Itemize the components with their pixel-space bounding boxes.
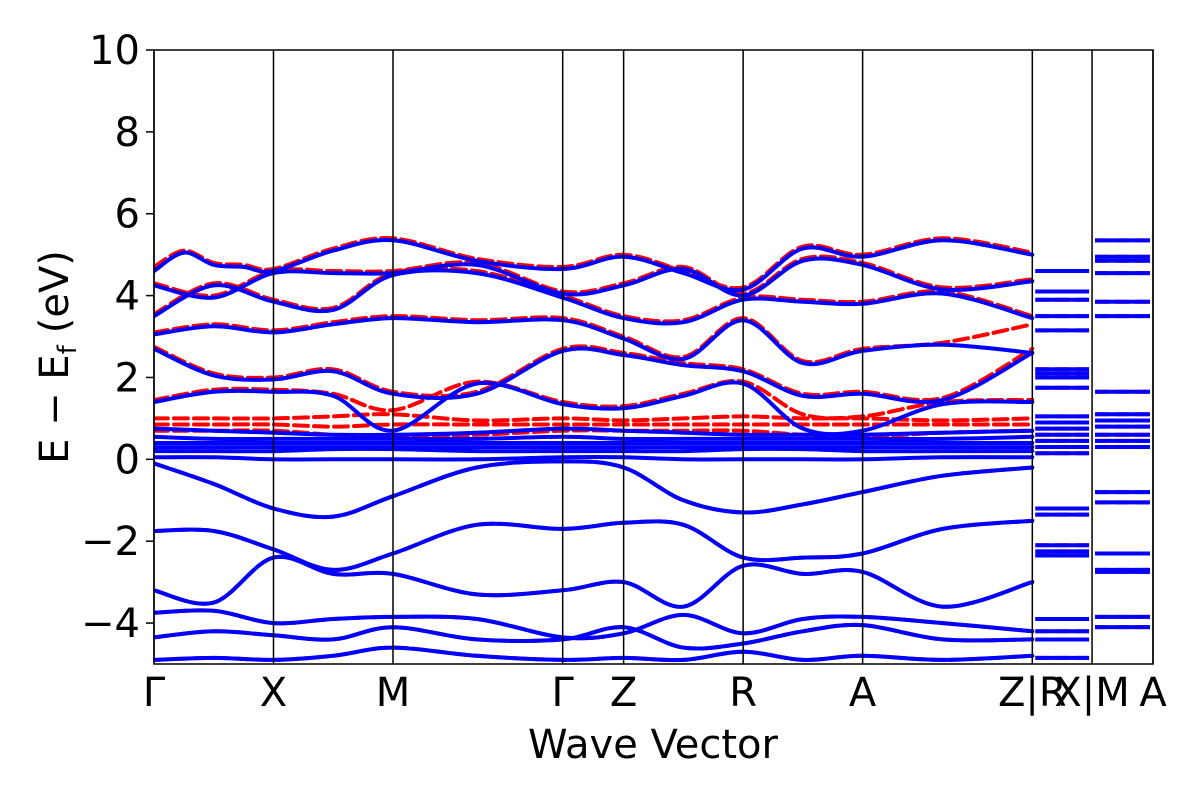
x-axis-ticks: Γ X M Γ Z R A Z|RX|M A bbox=[143, 670, 1167, 716]
x-tick-label: Γ bbox=[143, 670, 166, 716]
x-tick-label: Γ bbox=[552, 670, 575, 716]
y-tick-label: 0 bbox=[115, 437, 140, 483]
x-tick-label: Z|R bbox=[998, 670, 1067, 716]
y-tick-label: 2 bbox=[115, 355, 140, 401]
band-line bbox=[154, 455, 1035, 462]
band-line bbox=[154, 459, 1035, 520]
x-axis-label: Wave Vector bbox=[528, 722, 779, 768]
x-tick-label: A bbox=[1139, 670, 1167, 716]
band-line bbox=[154, 645, 1035, 663]
y-tick-label: −2 bbox=[81, 519, 140, 565]
y-axis-label-subscript: f bbox=[53, 344, 83, 354]
band-line bbox=[154, 459, 1035, 520]
band-line bbox=[154, 554, 1035, 609]
y-axis-ticks: 10 8 6 4 2 0 −2 −4 bbox=[81, 28, 154, 647]
x-tick-label: X|M bbox=[1054, 670, 1129, 716]
y-tick-label: 8 bbox=[115, 110, 140, 156]
band-line bbox=[154, 446, 1035, 454]
band-line bbox=[154, 518, 1035, 572]
y-axis-label-unit: (eV) bbox=[32, 250, 78, 333]
band-line bbox=[154, 422, 1035, 429]
model-bands bbox=[154, 238, 1150, 663]
y-axis-label-main: E − E bbox=[32, 354, 78, 464]
y-axis-label: E − Ef (eV) bbox=[32, 250, 83, 464]
x-tick-label: Z bbox=[610, 670, 637, 716]
band-line bbox=[154, 314, 1035, 365]
x-tick-label: M bbox=[376, 670, 411, 716]
y-tick-label: 10 bbox=[89, 28, 140, 74]
band-line bbox=[154, 346, 1035, 405]
x-tick-label: X bbox=[260, 670, 287, 716]
band-line bbox=[154, 238, 1035, 293]
x-tick-label: A bbox=[849, 670, 877, 716]
band-line bbox=[154, 554, 1035, 609]
band-line bbox=[154, 434, 1035, 442]
y-tick-label: 4 bbox=[115, 274, 140, 320]
plot-frame bbox=[153, 49, 1154, 665]
x-tick-label: R bbox=[729, 670, 757, 716]
plot-area bbox=[154, 236, 1150, 663]
y-tick-label: 6 bbox=[115, 192, 140, 238]
y-tick-label: −4 bbox=[81, 601, 140, 647]
